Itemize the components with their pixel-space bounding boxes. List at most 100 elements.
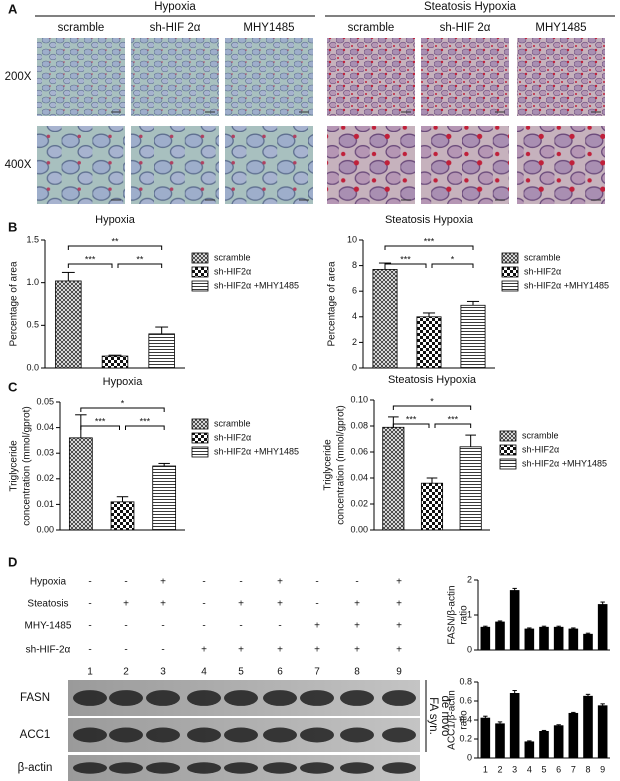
y-tick-label: 0.06 xyxy=(350,446,368,456)
condition-sign: - xyxy=(239,577,242,588)
group-label: de novo xyxy=(439,696,451,737)
lane-number: 7 xyxy=(314,667,320,678)
blot-band xyxy=(382,762,416,774)
condition-sign: + xyxy=(396,577,402,588)
condition-sign: - xyxy=(161,645,164,656)
error-bar xyxy=(483,715,488,719)
error-bar xyxy=(497,620,503,622)
lane-number: 3 xyxy=(160,667,166,678)
y-tick-label: 0 xyxy=(467,644,472,654)
error-bar xyxy=(422,312,436,317)
row-label: 400X xyxy=(5,159,32,171)
y-tick-label: 0.05 xyxy=(36,396,54,406)
lane-number: 9 xyxy=(396,667,402,678)
significance-bracket xyxy=(125,425,165,430)
micrograph xyxy=(517,126,605,204)
legend-label: sh-HIF2α +MHY1485 xyxy=(524,280,609,290)
bar xyxy=(553,626,564,651)
y-tick-label: 0.6 xyxy=(459,695,472,705)
legend-label: sh-HIF2α xyxy=(214,266,251,276)
x-tick-label: 3 xyxy=(512,764,517,774)
legend-swatch xyxy=(191,280,209,292)
condition-sign: - xyxy=(278,621,281,632)
significance-label: * xyxy=(430,396,434,406)
blot-band xyxy=(73,762,107,774)
error-bar xyxy=(556,724,561,726)
x-tick-label: 7 xyxy=(571,764,576,774)
legend-label: sh-HIF2α +MHY1485 xyxy=(214,280,299,290)
error-bar xyxy=(571,627,576,629)
chart-title: Hypoxia xyxy=(103,376,144,388)
significance-label: *** xyxy=(95,416,106,426)
bar xyxy=(509,693,520,759)
y-tick-label: 0.02 xyxy=(36,473,54,483)
blot-band xyxy=(300,762,334,774)
blot-band xyxy=(340,690,374,706)
bar xyxy=(495,621,505,651)
error-bar xyxy=(108,354,122,357)
micrograph xyxy=(131,126,219,204)
blot-band xyxy=(340,727,374,743)
legend-label: scramble xyxy=(214,418,251,428)
significance-label: *** xyxy=(424,236,435,246)
chart-title: Steatosis Hypoxia xyxy=(388,374,477,386)
protein-label: β-actin xyxy=(18,762,53,774)
condition-sign: + xyxy=(160,577,166,588)
chart-title: Hypoxia xyxy=(95,214,136,226)
row-label: 200X xyxy=(5,71,32,83)
condition-sign: - xyxy=(124,577,127,588)
error-bar xyxy=(158,462,170,466)
bar xyxy=(420,482,444,531)
error-bar xyxy=(465,434,476,447)
blot-band xyxy=(263,690,297,706)
significance-bracket xyxy=(67,245,163,250)
x-tick-label: 1 xyxy=(483,764,488,774)
y-axis-label: concentration (mmol/gprot) xyxy=(22,406,33,526)
condition-sign: - xyxy=(315,599,318,610)
y-tick-label: 8 xyxy=(352,260,357,270)
legend-swatch xyxy=(499,458,517,470)
condition-label: Hypoxia xyxy=(30,577,67,588)
x-tick-label: 2 xyxy=(497,764,502,774)
y-tick-label: 0.5 xyxy=(26,320,39,330)
condition-sign: + xyxy=(277,645,283,656)
significance-bracket xyxy=(80,425,120,430)
bar xyxy=(524,628,535,651)
condition-label: Steatosis xyxy=(27,599,68,610)
lane-number: 6 xyxy=(277,667,283,678)
y-tick-label: 1.5 xyxy=(26,234,39,244)
bar xyxy=(101,355,129,369)
error-bar xyxy=(541,729,547,732)
error-bar xyxy=(497,721,503,724)
condition-sign: - xyxy=(202,599,205,610)
x-tick-label: 9 xyxy=(600,764,605,774)
bar xyxy=(597,604,608,651)
y-tick-label: 1 xyxy=(467,609,472,619)
blot-band xyxy=(187,762,221,774)
condition-sign: + xyxy=(123,599,129,610)
column-label: scramble xyxy=(348,22,395,34)
micrograph xyxy=(37,126,125,204)
condition-sign: + xyxy=(238,599,244,610)
blot-band xyxy=(382,727,416,743)
panel-label: C xyxy=(8,379,18,394)
bar xyxy=(459,446,482,531)
y-tick-label: 10 xyxy=(347,234,357,244)
significance-label: ** xyxy=(111,236,119,246)
y-tick-label: 0.00 xyxy=(350,524,368,534)
y-tick-label: 0.0 xyxy=(26,362,39,372)
condition-sign: + xyxy=(277,577,283,588)
significance-bracket xyxy=(434,423,472,428)
error-bar xyxy=(512,690,517,694)
significance-bracket xyxy=(431,263,474,268)
condition-sign: - xyxy=(88,621,91,632)
y-tick-label: 0.10 xyxy=(350,394,368,404)
legend-swatch xyxy=(191,266,209,278)
bar xyxy=(539,731,549,759)
condition-sign: - xyxy=(88,577,91,588)
significance-bracket xyxy=(80,407,165,412)
significance-bracket xyxy=(392,423,430,428)
condition-sign: + xyxy=(314,645,320,656)
micrograph xyxy=(517,38,605,116)
significance-bracket xyxy=(67,263,113,268)
